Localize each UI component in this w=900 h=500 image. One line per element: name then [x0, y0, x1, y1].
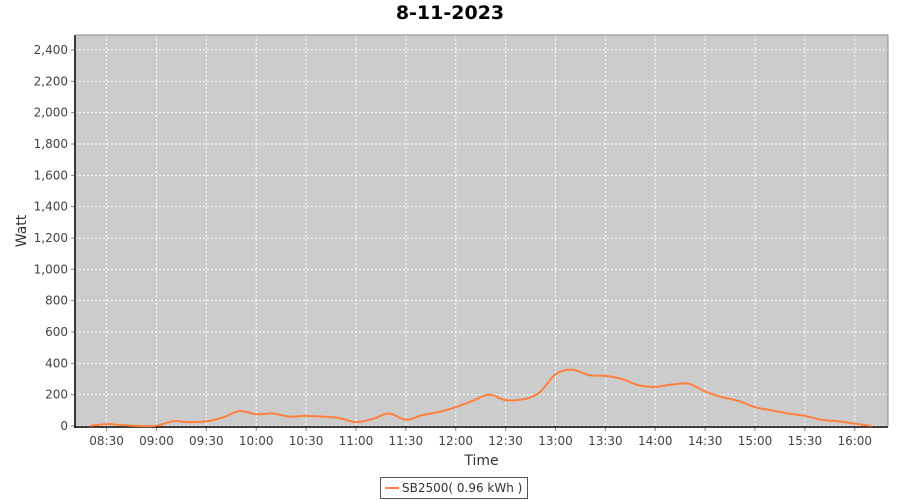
- y-tick-label: 200: [45, 388, 68, 402]
- x-tick-label: 15:30: [788, 434, 823, 448]
- legend-label: SB2500( 0.96 kWh ): [402, 481, 523, 495]
- series-line: [89, 368, 872, 428]
- y-tick-label: 1,800: [34, 137, 68, 151]
- x-tick-label: 12:30: [488, 434, 523, 448]
- x-tick-label: 14:00: [638, 434, 673, 448]
- x-tick-label: 14:30: [688, 434, 723, 448]
- x-tick-label: 13:00: [538, 434, 573, 448]
- y-tick-label: 2,400: [34, 43, 68, 57]
- x-tick-label: 09:30: [189, 434, 224, 448]
- y-tick-label: 600: [45, 325, 68, 339]
- x-tick-label: 13:30: [588, 434, 623, 448]
- y-tick-label: 2,200: [34, 74, 68, 88]
- x-tick-label: 11:00: [339, 434, 374, 448]
- x-tick-label: 08:30: [89, 434, 124, 448]
- y-tick-label: 1,200: [34, 231, 68, 245]
- chart-title: 8-11-2023: [395, 2, 505, 24]
- x-tick-label: 11:30: [389, 434, 424, 448]
- y-tick-label: 800: [45, 294, 68, 308]
- plot-area: [75, 35, 888, 427]
- x-tick-label: 10:00: [239, 434, 274, 448]
- legend-swatch: [385, 487, 399, 489]
- x-tick-label: 12:00: [438, 434, 473, 448]
- y-tick-label: 1,000: [34, 262, 68, 276]
- x-tick-label: 10:30: [289, 434, 324, 448]
- y-tick-label: 1,600: [34, 168, 68, 182]
- y-axis-label: Watt: [14, 214, 30, 247]
- x-tick-label: 16:00: [837, 434, 872, 448]
- y-tick-label: 1,400: [34, 200, 68, 214]
- x-axis-label: Time: [463, 453, 498, 469]
- legend: SB2500( 0.96 kWh ): [380, 477, 529, 499]
- y-tick-label: 400: [45, 356, 68, 370]
- x-tick-label: 09:00: [139, 434, 174, 448]
- y-tick-label: 2,000: [34, 106, 68, 120]
- y-tick-label: 0: [60, 419, 68, 433]
- x-tick-label: 15:00: [738, 434, 773, 448]
